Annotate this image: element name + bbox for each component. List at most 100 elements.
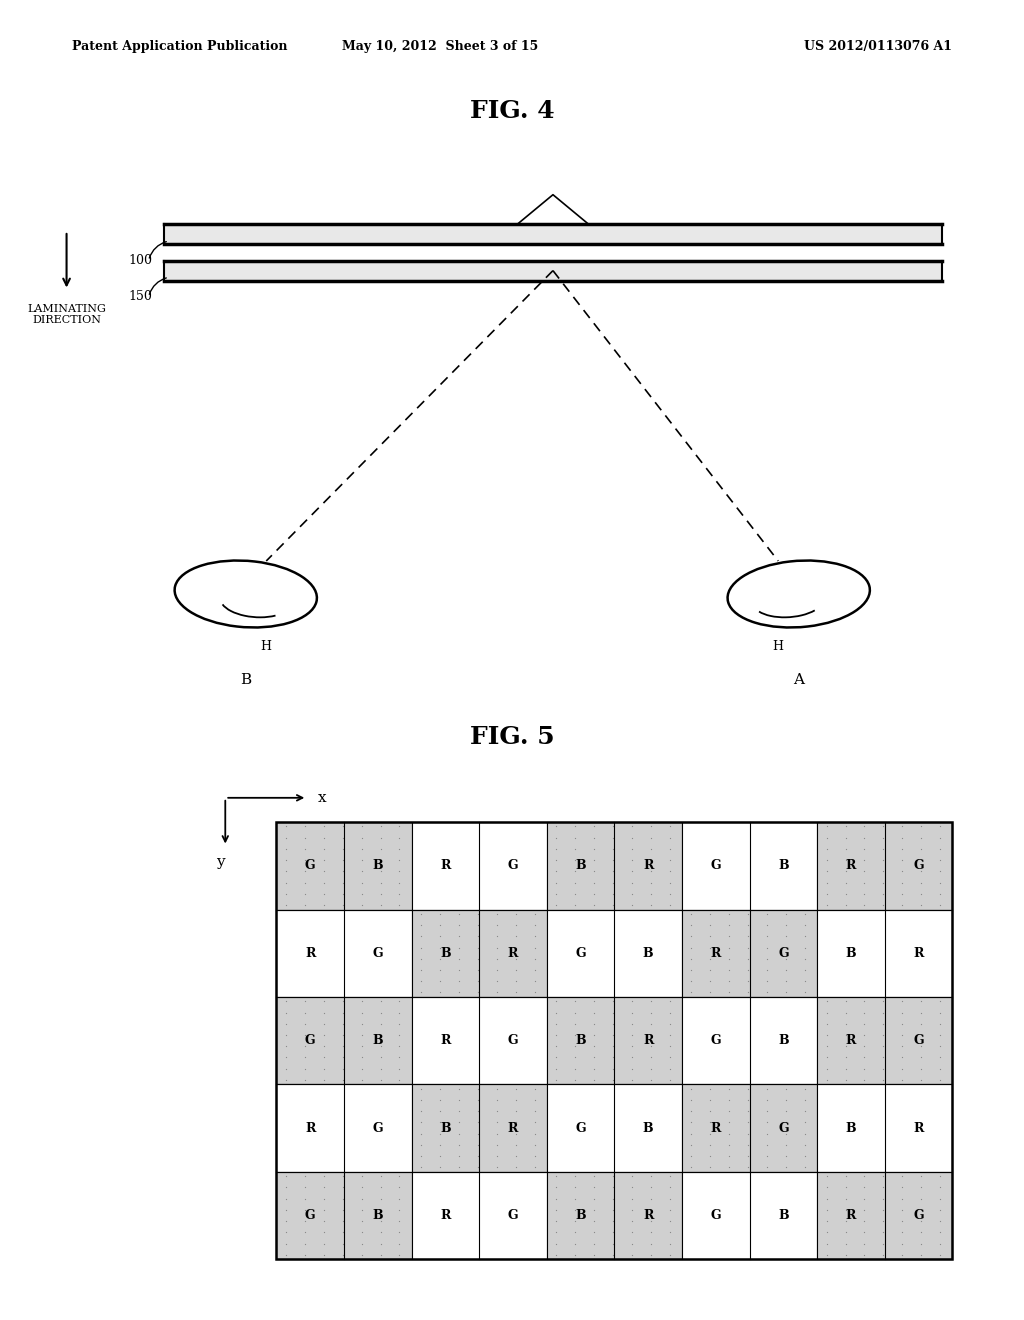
Point: [818, 850, 835, 871]
Point: [391, 838, 408, 859]
Point: [470, 1156, 486, 1177]
Point: [278, 850, 294, 871]
Point: [797, 937, 813, 958]
Bar: [682, 997, 817, 1085]
Point: [605, 991, 622, 1012]
Point: [413, 948, 429, 969]
Point: [683, 1146, 699, 1167]
Point: [526, 925, 543, 946]
Point: [297, 991, 313, 1012]
Point: [818, 1200, 835, 1221]
Point: [702, 1078, 719, 1100]
Point: [278, 1210, 294, 1232]
Point: [913, 883, 930, 904]
Point: [856, 816, 872, 837]
Point: [605, 816, 622, 837]
Bar: [682, 1085, 817, 1172]
Text: G: G: [575, 946, 586, 960]
Point: [470, 925, 486, 946]
Point: [643, 1200, 659, 1221]
Text: B: B: [373, 1034, 383, 1047]
Point: [662, 1233, 678, 1254]
Point: [932, 1200, 948, 1221]
Point: [315, 1024, 332, 1045]
Point: [373, 1245, 389, 1266]
Point: [413, 982, 429, 1003]
Point: [353, 850, 370, 871]
Text: R: R: [711, 1122, 721, 1135]
Point: [353, 1014, 370, 1035]
Point: [624, 1222, 640, 1243]
Point: [297, 1059, 313, 1080]
Point: [818, 1210, 835, 1232]
Point: [856, 1166, 872, 1187]
Point: [391, 883, 408, 904]
Point: [740, 925, 757, 946]
Point: [838, 1059, 854, 1080]
Point: [548, 1047, 564, 1068]
Point: [662, 1222, 678, 1243]
Point: [548, 1177, 564, 1199]
Point: [838, 816, 854, 837]
Point: [605, 1200, 622, 1221]
Point: [488, 970, 505, 991]
Text: H: H: [261, 640, 271, 653]
Point: [373, 828, 389, 849]
Point: [548, 838, 564, 859]
Point: [488, 960, 505, 981]
Point: [470, 1123, 486, 1144]
Point: [451, 925, 467, 946]
Point: [624, 861, 640, 882]
Point: [662, 991, 678, 1012]
Point: [488, 982, 505, 1003]
Point: [567, 1188, 584, 1209]
Point: [470, 982, 486, 1003]
Point: [335, 1233, 351, 1254]
Point: [643, 1036, 659, 1057]
Point: [894, 1002, 910, 1023]
Point: [373, 816, 389, 837]
Point: [856, 1188, 872, 1209]
Point: [526, 970, 543, 991]
Point: [683, 925, 699, 946]
Bar: [276, 1172, 412, 1259]
Point: [702, 903, 719, 924]
Point: [391, 1069, 408, 1090]
Point: [662, 850, 678, 871]
Point: [451, 937, 467, 958]
Point: [643, 1245, 659, 1266]
Point: [838, 828, 854, 849]
Point: [643, 991, 659, 1012]
Text: LAMINATING
DIRECTION: LAMINATING DIRECTION: [27, 304, 106, 325]
Text: B: B: [778, 1034, 788, 1047]
Point: [373, 1036, 389, 1057]
Bar: [817, 997, 952, 1085]
Point: [894, 1222, 910, 1243]
Point: [470, 915, 486, 936]
Point: [605, 873, 622, 894]
Point: [643, 1002, 659, 1023]
Point: [567, 883, 584, 904]
Point: [759, 1111, 775, 1133]
Point: [391, 895, 408, 916]
Point: [721, 970, 737, 991]
Point: [567, 861, 584, 882]
Point: [721, 925, 737, 946]
Bar: [412, 1172, 547, 1259]
Point: [759, 1078, 775, 1100]
Point: [586, 1036, 602, 1057]
Point: [876, 1166, 892, 1187]
Text: G: G: [711, 859, 721, 873]
Point: [526, 903, 543, 924]
Point: [643, 1047, 659, 1068]
Point: [759, 1146, 775, 1167]
Point: [605, 1024, 622, 1045]
Point: [605, 1166, 622, 1187]
Point: [797, 915, 813, 936]
Point: [662, 1188, 678, 1209]
Text: G: G: [305, 1034, 315, 1047]
Point: [470, 948, 486, 969]
Point: [432, 1078, 449, 1100]
Point: [413, 1134, 429, 1155]
Text: R: R: [440, 1209, 451, 1222]
